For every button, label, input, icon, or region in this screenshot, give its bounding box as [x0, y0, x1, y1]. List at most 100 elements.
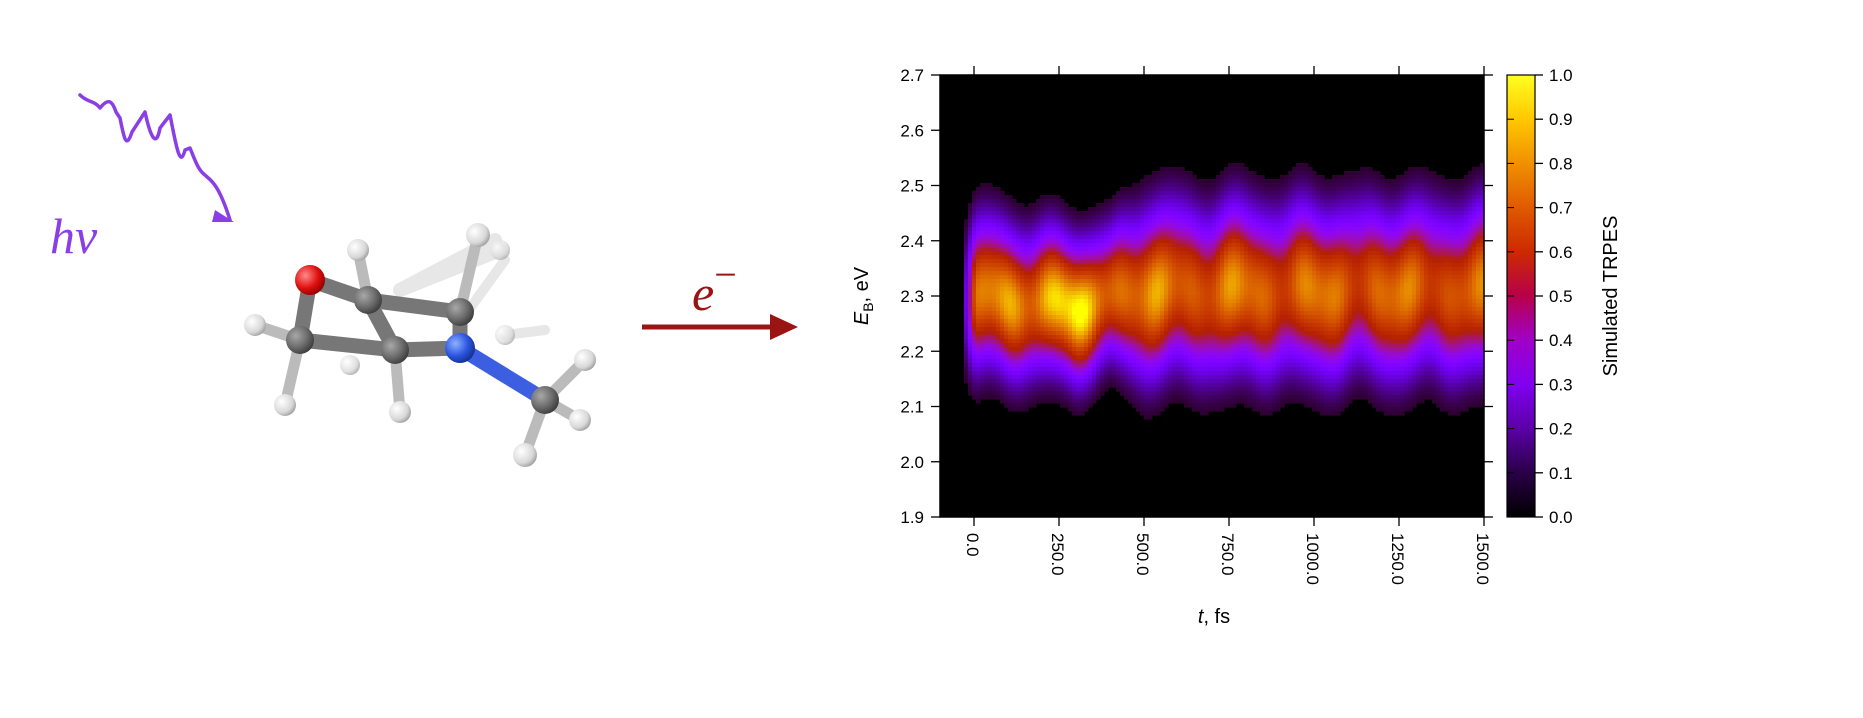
heatmap-cell	[1188, 303, 1193, 308]
heatmap-cell	[1176, 255, 1181, 260]
heatmap-cell	[992, 227, 997, 232]
heatmap-cell	[1260, 183, 1265, 188]
heatmap-cell	[1280, 263, 1285, 268]
heatmap-cell	[964, 283, 969, 288]
heatmap-cell	[1164, 391, 1169, 396]
heatmap-cell	[1044, 359, 1049, 364]
heatmap-cell	[1216, 295, 1221, 300]
heatmap-cell	[1036, 339, 1041, 344]
heatmap-cell	[1120, 287, 1125, 292]
heatmap-cell	[1288, 231, 1293, 236]
heatmap-cell	[1004, 327, 1009, 332]
heatmap-cell	[1188, 247, 1193, 252]
heatmap-cell	[1252, 299, 1257, 304]
heatmap-cell	[1276, 187, 1281, 192]
heatmap-cell	[1124, 247, 1129, 252]
heatmap-cell	[1292, 287, 1297, 292]
heatmap-cell	[1120, 331, 1125, 336]
heatmap-cell	[1276, 255, 1281, 260]
heatmap-cell	[992, 395, 997, 400]
heatmap-cell	[1204, 283, 1209, 288]
heatmap-cell	[1044, 247, 1049, 252]
heatmap-cell	[1304, 187, 1309, 192]
heatmap-cell	[1128, 251, 1133, 256]
heatmap-cell	[1268, 399, 1273, 404]
heatmap-cell	[1008, 299, 1013, 304]
heatmap-cell	[1152, 271, 1157, 276]
heatmap-cell	[1272, 383, 1277, 388]
heatmap-cell	[1140, 271, 1145, 276]
heatmap-cell	[1296, 267, 1301, 272]
heatmap-cell	[1268, 295, 1273, 300]
heatmap-cell	[1232, 283, 1237, 288]
heatmap-cell	[1192, 335, 1197, 340]
heatmap-cell	[1120, 375, 1125, 380]
heatmap-cell	[1272, 183, 1277, 188]
heatmap-cell	[1000, 291, 1005, 296]
heatmap-cell	[1092, 351, 1097, 356]
heatmap-cell	[976, 259, 981, 264]
heatmap-cell	[1176, 203, 1181, 208]
heatmap-cell	[1056, 231, 1061, 236]
heatmap-cell	[1172, 367, 1177, 372]
heatmap-cell	[976, 319, 981, 324]
heatmap-cell	[1044, 215, 1049, 220]
heatmap-cell	[1180, 299, 1185, 304]
heatmap-cell	[1220, 367, 1225, 372]
heatmap-cell	[1072, 375, 1077, 380]
heatmap-cell	[1192, 359, 1197, 364]
heatmap-cell	[1060, 371, 1065, 376]
heatmap-cell	[1176, 387, 1181, 392]
heatmap-cell	[1296, 367, 1301, 372]
heatmap-cell	[1104, 355, 1109, 360]
heatmap-cell	[988, 235, 993, 240]
heatmap-cell	[1096, 343, 1101, 348]
heatmap-cell	[1092, 219, 1097, 224]
heatmap-cell	[1196, 303, 1201, 308]
heatmap-cell	[1152, 363, 1157, 368]
heatmap-cell	[1136, 235, 1141, 240]
heatmap-cell	[1304, 323, 1309, 328]
heatmap-cell	[1100, 331, 1105, 336]
heatmap-cell	[1096, 279, 1101, 284]
heatmap-cell	[1272, 255, 1277, 260]
heatmap-cell	[1276, 335, 1281, 340]
heatmap-cell	[1048, 271, 1053, 276]
heatmap-cell	[988, 203, 993, 208]
heatmap-cell	[1184, 387, 1189, 392]
heatmap-cell	[1152, 259, 1157, 264]
heatmap-cell	[1280, 335, 1285, 340]
heatmap-cell	[1000, 271, 1005, 276]
heatmap-cell	[1216, 399, 1221, 404]
heatmap-cell	[992, 335, 997, 340]
heatmap-cell	[1144, 391, 1149, 396]
heatmap-cell	[1300, 339, 1305, 344]
heatmap-cell	[1204, 351, 1209, 356]
heatmap-cell	[1000, 219, 1005, 224]
heatmap-cell	[1288, 171, 1293, 176]
heatmap-cell	[1200, 295, 1205, 300]
heatmap-cell	[1020, 399, 1025, 404]
heatmap-cell	[1312, 199, 1317, 204]
heatmap-cell	[1224, 335, 1229, 340]
heatmap-cell	[1244, 391, 1249, 396]
heatmap-cell	[1004, 359, 1009, 364]
heatmap-cell	[1096, 371, 1101, 376]
heatmap-cell	[1104, 327, 1109, 332]
heatmap-cell	[1108, 355, 1113, 360]
heatmap-cell	[1160, 195, 1165, 200]
heatmap-cell	[1232, 247, 1237, 252]
heatmap-cell	[1088, 227, 1093, 232]
heatmap-cell	[980, 363, 985, 368]
heatmap-cell	[1184, 219, 1189, 224]
heatmap-cell	[1308, 255, 1313, 260]
heatmap-cell	[1248, 355, 1253, 360]
heatmap-cell	[1044, 299, 1049, 304]
heatmap-cell	[1140, 335, 1145, 340]
heatmap-cell	[968, 327, 973, 332]
heatmap-cell	[1120, 211, 1125, 216]
heatmap-cell	[1160, 331, 1165, 336]
heatmap-cell	[1108, 287, 1113, 292]
heatmap-cell	[1088, 251, 1093, 256]
heatmap-cell	[996, 191, 1001, 196]
